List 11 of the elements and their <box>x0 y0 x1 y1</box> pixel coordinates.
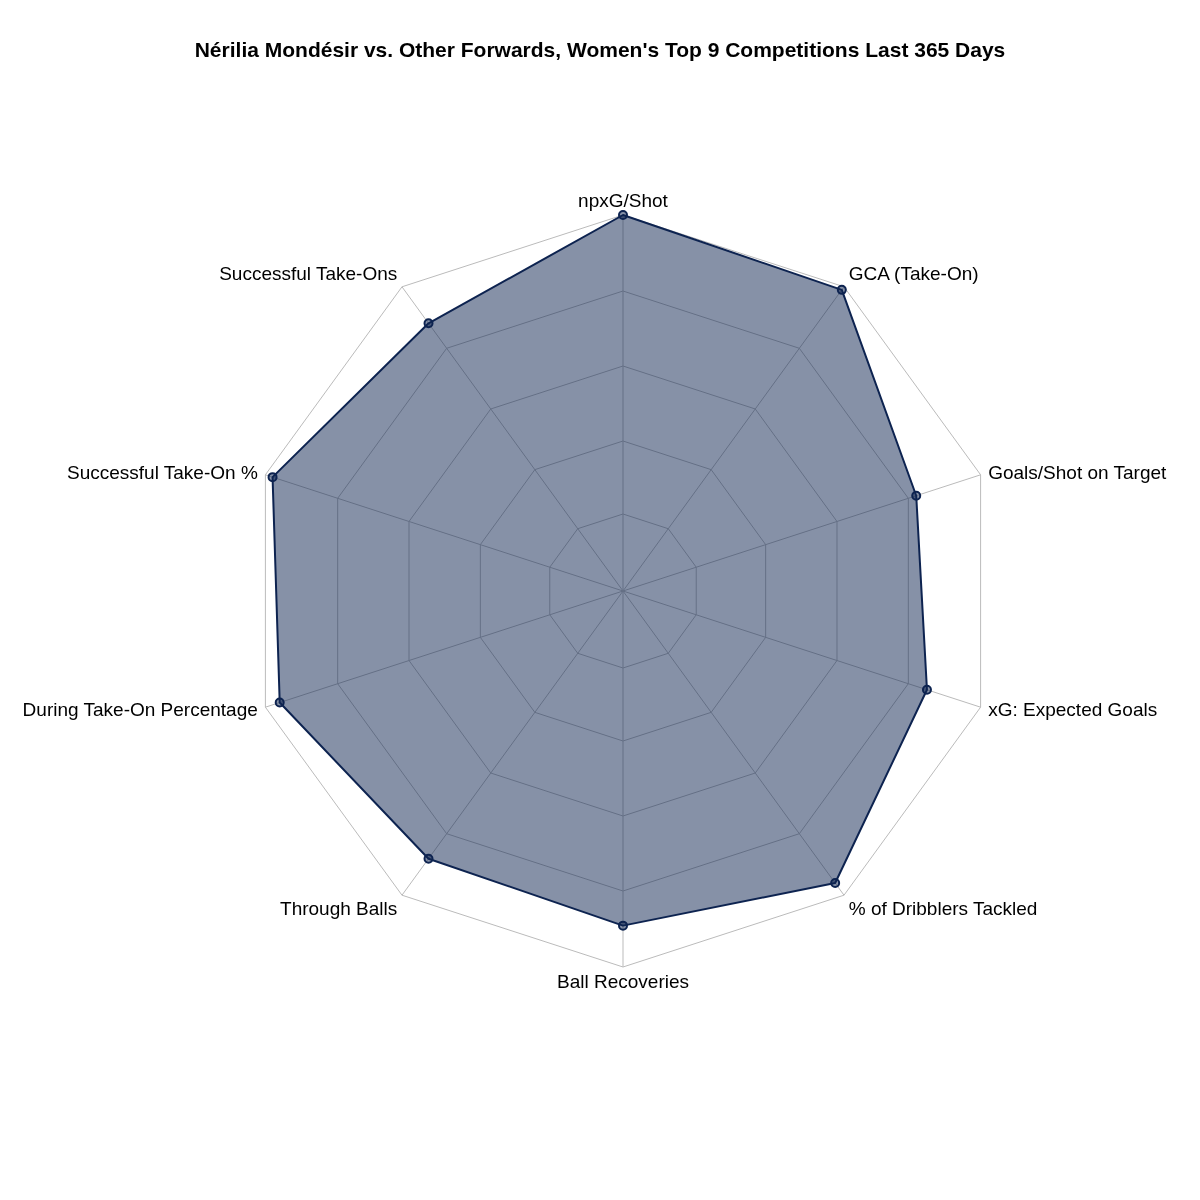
spoke-label: % of Dribblers Tackled <box>848 898 1038 920</box>
spoke-label: Through Balls <box>280 898 398 920</box>
spoke-label: xG: Expected Goals <box>988 699 1158 721</box>
spoke-label: Successful Take-Ons <box>219 263 398 285</box>
spoke-label: During Take-On Percentage <box>22 699 258 721</box>
spoke-label: GCA (Take-On) <box>848 263 979 285</box>
spoke-label: Successful Take-On % <box>67 462 258 484</box>
spoke-label: Ball Recoveries <box>557 971 689 993</box>
spoke-label: Goals/Shot on Target <box>988 462 1168 484</box>
spoke-label: npxG/Shot <box>578 190 669 211</box>
chart-title: Nérilia Mondésir vs. Other Forwards, Women's Top 9 Competitions Last 365 Days <box>193 37 1007 63</box>
